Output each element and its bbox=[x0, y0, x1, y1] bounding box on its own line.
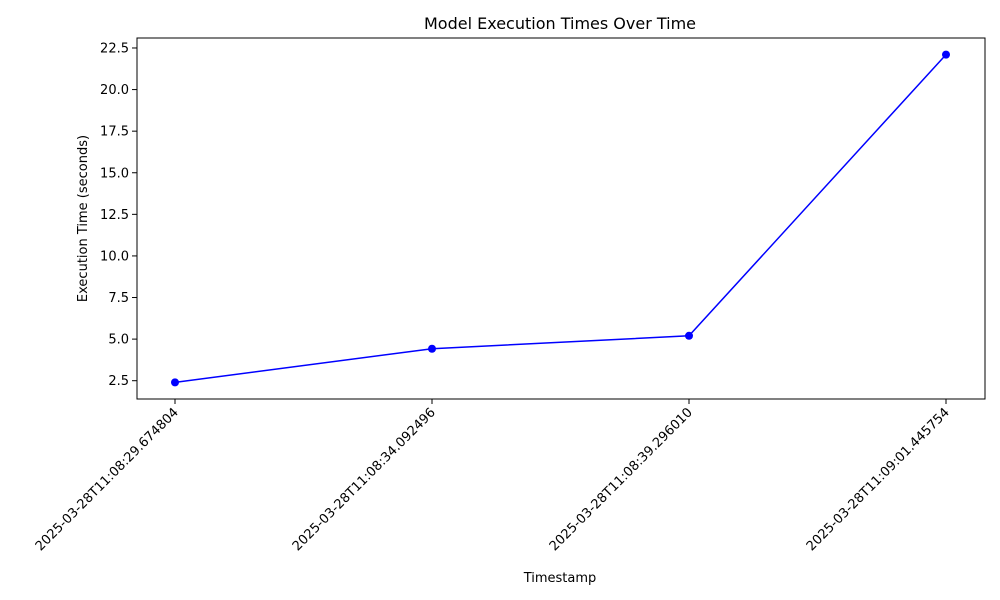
chart-title: Model Execution Times Over Time bbox=[424, 14, 696, 33]
x-tick-label: 2025-03-28T11:09:01.445754 bbox=[804, 405, 953, 554]
y-tick-label: 12.5 bbox=[100, 208, 129, 223]
data-point bbox=[428, 344, 436, 353]
y-axis-label: Execution Time (seconds) bbox=[76, 135, 91, 302]
x-tick-label: 2025-03-28T11:08:39.296010 bbox=[547, 405, 696, 554]
x-axis-label: Timestamp bbox=[523, 571, 597, 586]
y-tick-label: 22.5 bbox=[100, 41, 129, 56]
y-tick-label: 10.0 bbox=[100, 249, 129, 264]
data-point bbox=[942, 50, 950, 59]
x-tick-label: 2025-03-28T11:08:29.674804 bbox=[33, 405, 182, 554]
y-tick-label: 5.0 bbox=[108, 333, 129, 348]
y-tick-label: 7.5 bbox=[108, 291, 129, 306]
x-tick-label: 2025-03-28T11:08:34.092496 bbox=[290, 405, 439, 554]
y-tick-label: 2.5 bbox=[108, 374, 129, 389]
data-point bbox=[685, 331, 693, 340]
y-axis: 2.5 5.0 7.5 10.0 12.5 15.0 17.5 20.0 22.5 bbox=[100, 41, 137, 389]
plot-area bbox=[136, 37, 986, 400]
series-line bbox=[174, 54, 947, 384]
data-point bbox=[171, 378, 179, 387]
y-tick-label: 15.0 bbox=[100, 166, 129, 181]
x-axis: 2025-03-28T11:08:29.674804 2025-03-28T11:… bbox=[33, 399, 953, 554]
y-tick-label: 17.5 bbox=[100, 125, 129, 140]
series-layer bbox=[171, 50, 950, 387]
y-tick-label: 20.0 bbox=[100, 83, 129, 98]
